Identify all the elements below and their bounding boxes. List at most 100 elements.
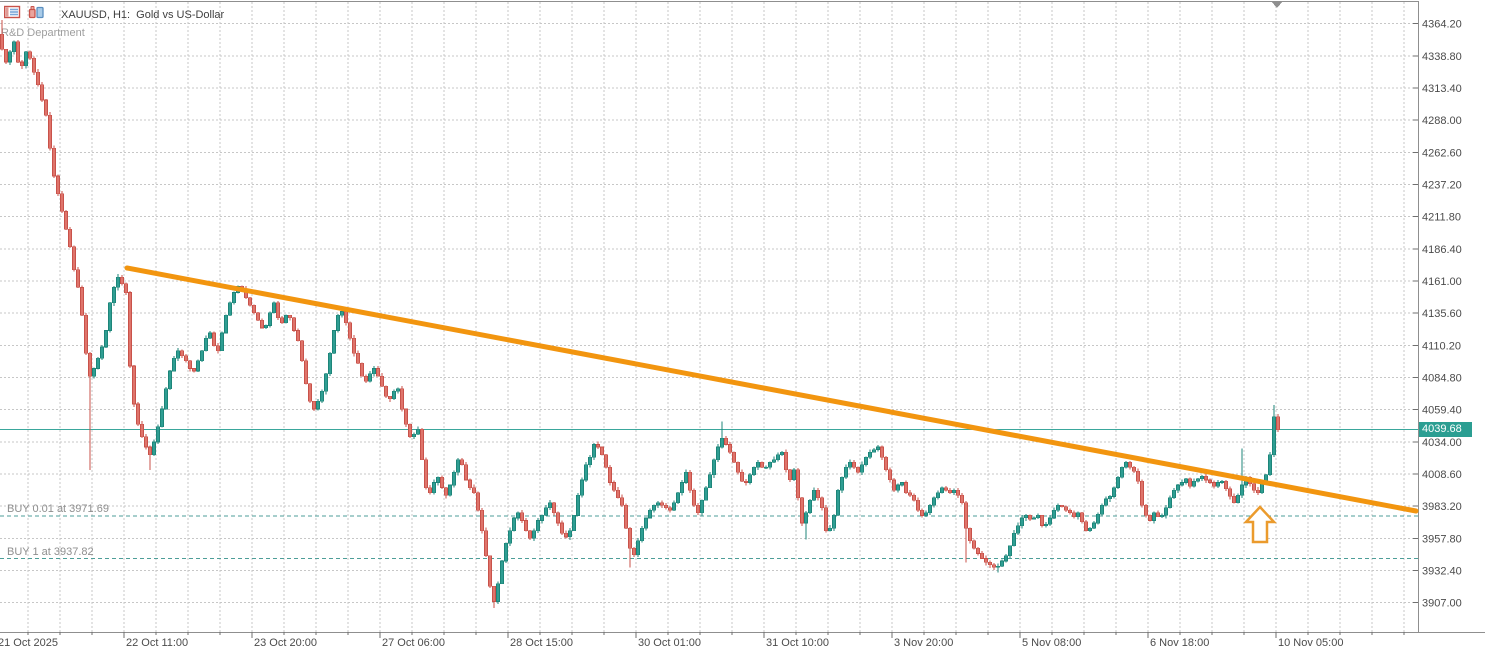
candle-body	[564, 532, 568, 538]
candle-body	[752, 466, 756, 476]
candle-body	[372, 368, 376, 374]
candle-body	[1080, 512, 1084, 523]
candle-body	[856, 466, 860, 473]
candle-body	[688, 472, 692, 491]
candle-body	[268, 312, 272, 326]
time-axis-label: 3 Nov 20:00	[894, 637, 953, 649]
candle-body	[152, 441, 156, 455]
candle-body	[1160, 515, 1164, 518]
candle-body	[164, 388, 168, 410]
candle-body	[60, 193, 64, 212]
candle-body	[1228, 488, 1232, 497]
candle-body	[716, 446, 720, 460]
candle-body	[672, 502, 676, 511]
candle-body	[52, 147, 56, 177]
buy-order-label: BUY 0.01 at 3971.69	[7, 502, 109, 515]
candle-body	[532, 530, 536, 539]
price-axis-label: 4034.00	[1422, 437, 1462, 449]
candle-body	[160, 408, 164, 428]
candle-body	[728, 444, 732, 453]
candle-body	[1276, 416, 1280, 431]
list-panel-icon	[3, 5, 21, 24]
time-axis-label: 23 Oct 20:00	[254, 637, 317, 649]
candle-body	[988, 561, 992, 566]
candle-body	[868, 451, 872, 458]
candle-body	[412, 434, 416, 438]
candle-body	[188, 360, 192, 369]
candle-body	[460, 459, 464, 466]
candle-body	[256, 312, 260, 321]
candle-body	[920, 510, 924, 516]
candle-body	[36, 71, 40, 86]
candle-body	[828, 527, 832, 531]
candle-body	[576, 494, 580, 516]
candle-body	[1256, 489, 1260, 493]
candle-body	[24, 51, 28, 67]
candle-body	[720, 437, 724, 448]
candle-body	[196, 360, 200, 372]
candle-body	[456, 459, 460, 473]
candle-body	[252, 304, 256, 314]
candle-body	[108, 302, 112, 331]
candle-body	[824, 507, 828, 531]
candle-body	[836, 489, 840, 516]
candle-body	[748, 474, 752, 483]
chart-shift-marker-icon[interactable]	[1271, 1, 1283, 8]
up-arrow-icon[interactable]	[1243, 505, 1277, 544]
candle-body	[972, 540, 976, 549]
candle-body	[1224, 480, 1228, 490]
candle-body	[1196, 478, 1200, 482]
candle-body	[1220, 480, 1224, 483]
current-price-badge: 4039.68	[1419, 422, 1472, 438]
candle-body	[284, 314, 288, 324]
candle-body	[424, 459, 428, 488]
candle-body	[80, 287, 84, 316]
candle-body	[128, 292, 132, 367]
candle-body	[620, 497, 624, 506]
candle-body	[320, 390, 324, 402]
candle-body	[428, 487, 432, 494]
candle-body	[992, 564, 996, 568]
candle-body	[148, 446, 152, 455]
candle-body	[1120, 466, 1124, 478]
candle-body	[744, 480, 748, 483]
time-axis-label: 21 Oct 2025	[0, 637, 58, 649]
time-axis-label: 27 Oct 06:00	[382, 637, 445, 649]
candle-body	[440, 477, 444, 488]
candle-body	[420, 428, 424, 460]
candle-body	[392, 390, 396, 400]
candle-body	[1188, 478, 1192, 487]
candle-body	[844, 466, 848, 478]
candle-body	[1092, 522, 1096, 529]
candle-body	[92, 368, 96, 377]
candle-body	[584, 464, 588, 481]
candle-body	[524, 520, 528, 531]
price-axis-label: 4313.40	[1422, 83, 1462, 95]
candle-body	[536, 520, 540, 531]
candle-body	[384, 385, 388, 397]
candle-body	[984, 558, 988, 563]
candle-body	[788, 469, 792, 481]
candle-body	[1232, 496, 1236, 503]
candle-body	[1088, 527, 1092, 531]
candle-body	[1124, 461, 1128, 468]
candle-body	[76, 269, 80, 288]
candle-body	[12, 41, 16, 53]
candle-body	[924, 512, 928, 516]
candle-body	[396, 388, 400, 392]
trendline[interactable]	[124, 265, 1419, 514]
candle-body	[940, 487, 944, 494]
candle-body	[216, 345, 220, 352]
candle-body	[884, 456, 888, 471]
candle-body	[1048, 517, 1052, 525]
candle-body	[28, 51, 32, 59]
candle-body	[660, 502, 664, 506]
candle-body	[96, 358, 100, 369]
candle-body	[880, 446, 884, 458]
candle-body	[640, 527, 644, 542]
price-axis-label: 3907.00	[1422, 598, 1462, 610]
candle-body	[484, 530, 488, 557]
candle-body	[996, 565, 1000, 568]
candle-body	[308, 383, 312, 402]
